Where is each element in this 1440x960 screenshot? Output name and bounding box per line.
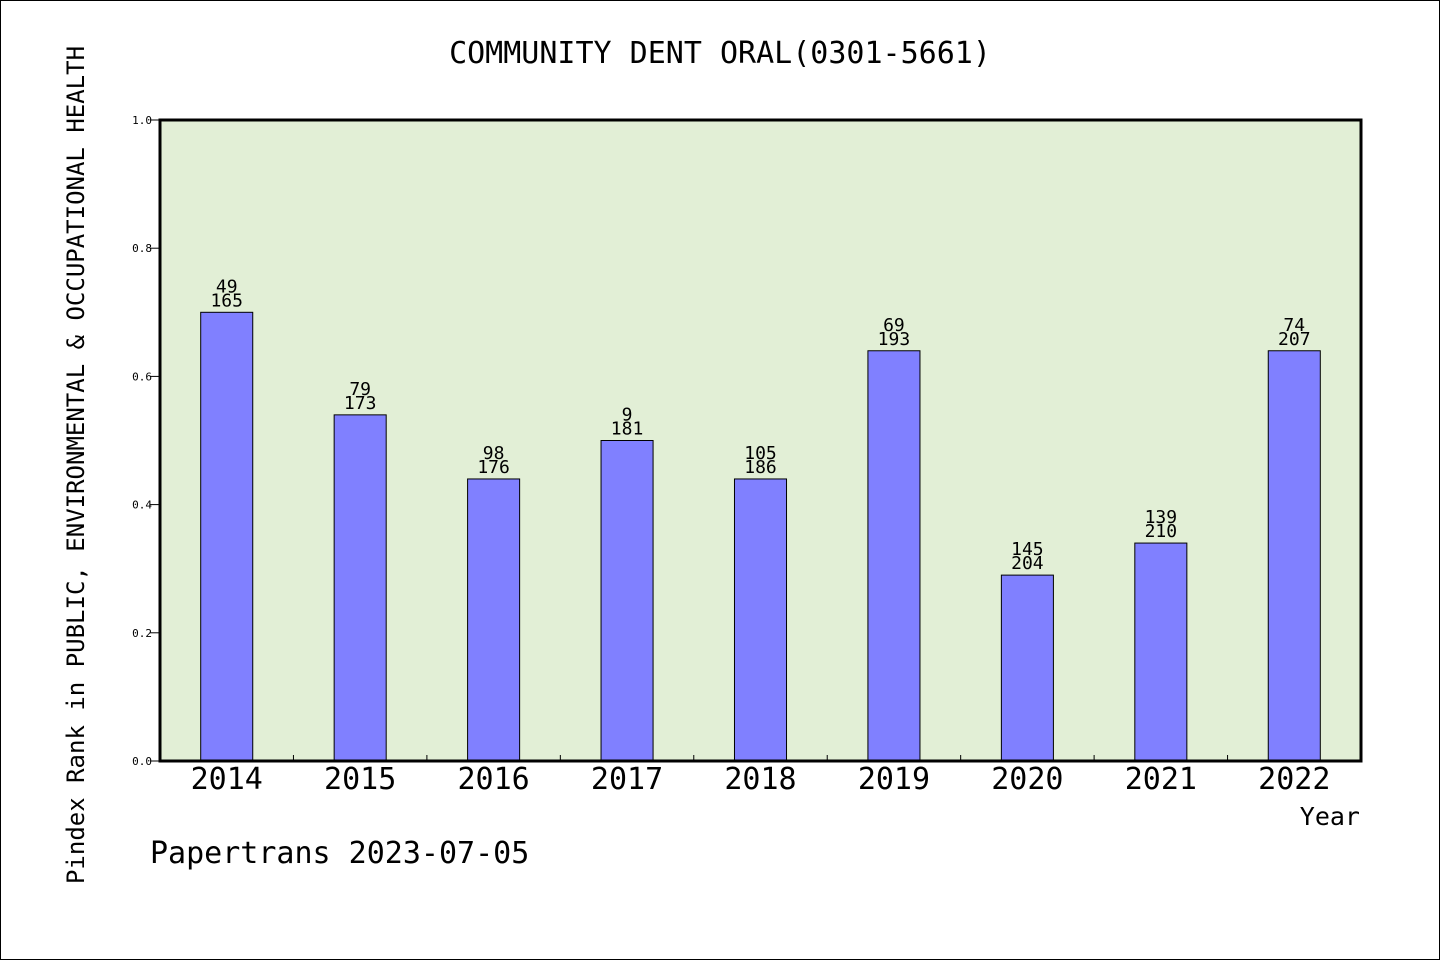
y-tick-label: 1.0 bbox=[132, 114, 152, 127]
y-tick-label: 0.0 bbox=[132, 755, 152, 768]
bar-rank-label: 69 bbox=[883, 315, 905, 336]
bar-rank-label: 105 bbox=[744, 443, 777, 464]
bar bbox=[200, 311, 254, 762]
bar-rank-label: 49 bbox=[216, 276, 238, 297]
bar bbox=[467, 478, 521, 762]
bar-total-label: 210 bbox=[1145, 521, 1178, 542]
chart-title: COMMUNITY DENT ORAL(0301-5661) bbox=[449, 36, 991, 71]
x-tick-label: 2022 bbox=[1258, 762, 1330, 797]
bar bbox=[1000, 574, 1054, 762]
plot-border bbox=[158, 118, 1363, 763]
y-tick-label: 0.6 bbox=[132, 370, 152, 383]
bar bbox=[867, 350, 921, 762]
y-axis-label: Pindex Rank in PUBLIC, ENVIRONMENTAL & O… bbox=[62, 45, 90, 885]
x-tick-label: 2018 bbox=[724, 762, 796, 797]
bar-rank-label: 145 bbox=[1011, 539, 1044, 560]
x-tick-label: 2019 bbox=[858, 762, 930, 797]
bar-total-label: 181 bbox=[611, 419, 644, 440]
bar bbox=[1134, 542, 1188, 762]
bar-total-label: 176 bbox=[477, 457, 510, 478]
bar bbox=[1267, 350, 1321, 762]
bar-rank-label: 139 bbox=[1145, 507, 1178, 528]
y-tick-label: 0.4 bbox=[132, 499, 152, 512]
x-tick-label: 2017 bbox=[591, 762, 663, 797]
x-tick-label: 2015 bbox=[324, 762, 396, 797]
bar bbox=[333, 414, 387, 762]
y-tick-label: 0.2 bbox=[132, 627, 152, 640]
bar bbox=[733, 478, 788, 762]
x-axis-label: Year bbox=[1299, 802, 1360, 831]
bar-total-label: 165 bbox=[210, 290, 243, 311]
bar-rank-label: 79 bbox=[349, 379, 371, 400]
bar-total-label: 207 bbox=[1278, 329, 1311, 350]
footer-credit: Papertrans 2023-07-05 bbox=[150, 836, 530, 871]
x-tick-label: 2021 bbox=[1125, 762, 1197, 797]
bar-total-label: 173 bbox=[344, 393, 377, 414]
bar-total-label: 204 bbox=[1011, 553, 1044, 574]
x-tick-label: 2020 bbox=[991, 762, 1063, 797]
bar-rank-label: 74 bbox=[1283, 315, 1305, 336]
bar-total-label: 193 bbox=[878, 329, 911, 350]
bar-total-label: 186 bbox=[744, 457, 777, 478]
bar-rank-label: 98 bbox=[483, 443, 505, 464]
y-tick-label: 0.8 bbox=[132, 242, 152, 255]
x-tick-label: 2016 bbox=[457, 762, 529, 797]
bar-rank-label: 9 bbox=[622, 405, 633, 426]
x-tick-label: 2014 bbox=[191, 762, 263, 797]
bar bbox=[600, 440, 654, 762]
